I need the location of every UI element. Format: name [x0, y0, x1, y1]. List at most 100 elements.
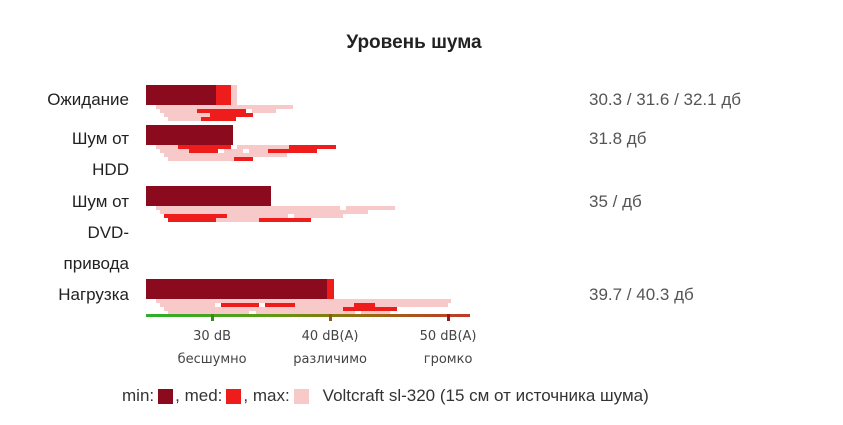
- distribution-segment: [233, 157, 254, 161]
- distribution-segment: [317, 210, 369, 214]
- distribution-segment: [215, 218, 259, 222]
- axis-tick: [447, 314, 451, 321]
- distribution-segment: [251, 109, 277, 113]
- distribution-segment: [210, 113, 253, 117]
- axis-tick-sublabel: различимо: [293, 352, 367, 367]
- bar-min: [146, 85, 216, 105]
- distribution-segment: [231, 210, 266, 214]
- row-value-hdd: 31.8 дб: [589, 129, 647, 148]
- distribution-segment: [160, 303, 199, 307]
- distribution-segment: [168, 157, 185, 161]
- row-label-idle: Ожидание: [47, 90, 129, 109]
- row-value-idle: 30.3 / 31.6 / 32.1 дб: [589, 90, 741, 109]
- row-value-dvd: 35 / дб: [589, 192, 642, 211]
- axis-tick-sublabel: громко: [423, 352, 473, 367]
- distribution-segment: [156, 299, 183, 303]
- axis-tick-label: 40 dB(A): [301, 329, 359, 344]
- distribution-segment: [160, 210, 187, 214]
- distribution-segment: [208, 105, 262, 109]
- legend-min-label: min:: [122, 386, 155, 405]
- distribution-segment: [241, 153, 287, 157]
- distribution-segment: [164, 214, 181, 218]
- distribution-segment: [164, 113, 211, 117]
- distribution-segment: [204, 157, 234, 161]
- distribution-segment: [302, 311, 317, 315]
- distribution-segment: [208, 299, 261, 303]
- row-label-dvd: Шум от DVD- привода: [63, 192, 129, 273]
- distribution-segment: [255, 311, 274, 315]
- distribution-segment: [237, 145, 256, 149]
- distribution-segment: [200, 117, 237, 121]
- distribution-segment: [156, 145, 167, 149]
- distribution-segment: [303, 307, 317, 311]
- distribution-segment: [223, 149, 243, 153]
- distribution-segment: [164, 307, 186, 311]
- distribution-segment: [265, 210, 277, 214]
- legend-max-label: max:: [252, 386, 290, 405]
- legend: min: , med: , max: Voltcraft sl-320 (15 …: [122, 386, 649, 406]
- row-value-load: 39.7 / 40.3 дб: [589, 285, 694, 304]
- distribution-segment: [306, 303, 355, 307]
- distribution-segment: [316, 311, 356, 315]
- axis-tick-sublabel: бесшумно: [177, 352, 247, 367]
- distribution-segment: [168, 311, 196, 315]
- legend-min-swatch: [158, 388, 174, 404]
- distribution-segment: [265, 303, 295, 307]
- legend-separator: ,: [175, 386, 185, 405]
- bar-min: [146, 186, 272, 206]
- distribution-segment: [414, 303, 449, 307]
- distribution-segment: [334, 299, 369, 303]
- noise-scale-bar: [146, 314, 470, 317]
- distribution-segment: [260, 299, 297, 303]
- distribution-segment: [258, 218, 312, 222]
- distribution-segment: [198, 303, 216, 307]
- distribution-segment: [259, 214, 288, 218]
- distribution-segment: [296, 299, 335, 303]
- distribution-segment: [294, 303, 307, 307]
- legend-med-label: med:: [184, 386, 223, 405]
- distribution-segment: [197, 109, 246, 113]
- distribution-segment: [368, 299, 413, 303]
- distribution-segment: [168, 218, 216, 222]
- distribution-segment: [273, 311, 303, 315]
- distribution-segment: [206, 307, 260, 311]
- distribution-segment: [189, 149, 218, 153]
- chart-title: Уровень шума: [346, 32, 482, 53]
- row-label-hdd: Шум от HDD: [71, 129, 129, 179]
- distribution-segment: [195, 311, 250, 315]
- distribution-segment: [199, 153, 242, 157]
- distribution-segment: [261, 105, 294, 109]
- bar-max: [230, 85, 237, 105]
- distribution-segment: [293, 214, 343, 218]
- distribution-segment: [166, 145, 179, 149]
- row-label-load: Нагрузка: [58, 285, 129, 304]
- distribution-segment: [186, 109, 198, 113]
- distribution-segment: [317, 307, 343, 311]
- distribution-segment: [164, 153, 200, 157]
- axis-tick-label: 50 dB(A): [419, 329, 477, 344]
- distribution-segment: [238, 206, 291, 210]
- legend-separator: ,: [243, 386, 253, 405]
- distribution-segment: [248, 149, 269, 153]
- distribution-segment: [156, 105, 181, 109]
- distribution-segment: [184, 157, 205, 161]
- legend-med-swatch: [226, 388, 242, 404]
- distribution-segment: [160, 149, 190, 153]
- distribution-segment: [346, 206, 396, 210]
- legend-note: Voltcraft sl-320 (15 см от источника шум…: [322, 386, 649, 405]
- distribution-segment: [268, 149, 317, 153]
- bar-min: [146, 279, 327, 299]
- axis-tick-label: 30 dB: [193, 329, 231, 344]
- axis-tick: [211, 314, 215, 321]
- distribution-segment: [180, 214, 227, 218]
- distribution-segment: [221, 303, 260, 307]
- distribution-segment: [226, 214, 250, 218]
- distribution-segment: [156, 206, 197, 210]
- distribution-segment: [361, 311, 391, 315]
- distribution-segment: [412, 299, 451, 303]
- distribution-segment: [255, 145, 271, 149]
- distribution-segment: [178, 145, 232, 149]
- distribution-segment: [270, 145, 290, 149]
- distribution-segment: [290, 206, 341, 210]
